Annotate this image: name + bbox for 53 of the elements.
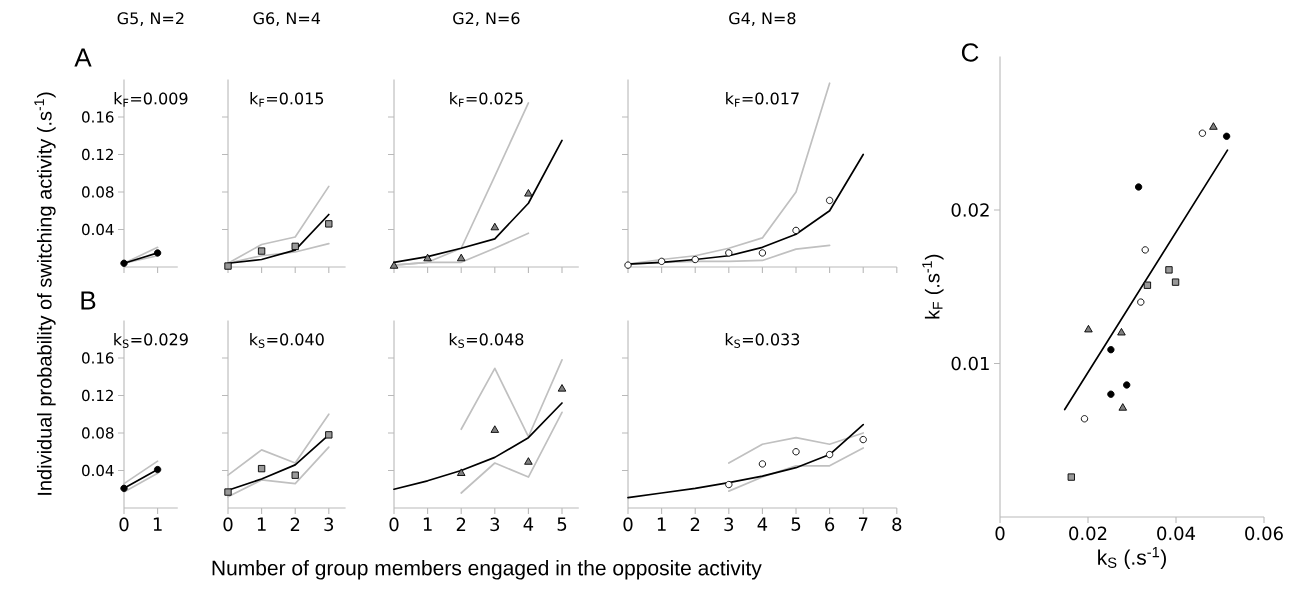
x-axis-title: Number of group members engaged in the opposite activity <box>212 560 762 580</box>
y-tick-label: 0.08 <box>82 427 114 439</box>
x-tick-label: 0.02 <box>1069 526 1107 541</box>
y-tick-label: 0.16 <box>82 111 114 123</box>
x-tick-label: 7 <box>858 517 868 531</box>
x-tick-label: 5 <box>791 517 801 531</box>
x-tick-label: 0 <box>995 526 1005 541</box>
y-tick-label: 0.08 <box>82 186 114 198</box>
y-axis-title: k$_{F}$ (.s$^{-1}$) <box>922 254 944 319</box>
x-tick-label: 1 <box>423 517 432 531</box>
x-tick-label: 0 <box>389 517 399 532</box>
y-tick-label: 0.12 <box>82 148 113 161</box>
x-tick-label: 1 <box>257 517 266 531</box>
annotation: k$_{S}$=0.033 <box>725 333 800 348</box>
x-tick-label: 0 <box>119 517 129 532</box>
text: C <box>961 43 979 62</box>
x-tick-label: 3 <box>324 517 334 532</box>
annotation: k$_{F}$=0.009 <box>114 92 188 107</box>
x-tick-label: 3 <box>490 517 500 532</box>
y-axis-title: Individual probability of switching activity (.s$^{-1}$) <box>34 92 56 495</box>
chart-title: G2, N=6 <box>453 12 520 26</box>
y-tick-label: 0.01 <box>951 356 989 371</box>
x-axis-title: k$_{S}$ (.s$^{-1}$) <box>1098 547 1166 569</box>
annotation: k$_{F}$=0.015 <box>250 92 324 107</box>
x-tick-label: 2 <box>290 517 300 531</box>
y-tick-label: 0.16 <box>82 352 114 364</box>
chart-title: G5, N=2 <box>117 12 184 26</box>
x-tick-label: 0.04 <box>1157 526 1196 541</box>
x-tick-label: 1 <box>657 517 666 531</box>
x-tick-label: 0 <box>623 517 633 532</box>
x-tick-label: 6 <box>825 517 835 532</box>
annotation: k$_{F}$=0.025 <box>450 92 523 107</box>
x-tick-label: 5 <box>557 517 567 531</box>
y-tick-label: 0.04 <box>82 223 114 236</box>
annotation: k$_{S}$=0.040 <box>250 333 324 348</box>
y-tick-label: 0.04 <box>82 464 114 477</box>
x-tick-label: 3 <box>724 517 734 532</box>
x-tick-label: 2 <box>690 517 700 531</box>
x-tick-label: 4 <box>757 517 768 531</box>
x-tick-label: 0 <box>223 517 233 532</box>
x-tick-label: 8 <box>892 517 902 532</box>
annotation: k$_{S}$=0.048 <box>449 333 524 348</box>
annotation: k$_{F}$=0.017 <box>726 92 799 107</box>
chart-title: G4, N=8 <box>729 12 796 26</box>
x-tick-label: 1 <box>153 517 162 531</box>
x-tick-label: 2 <box>456 517 466 531</box>
x-tick-label: 0.06 <box>1245 526 1283 541</box>
y-tick-label: 0.12 <box>82 389 113 402</box>
text: B <box>81 291 96 310</box>
x-tick-label: 4 <box>523 517 534 531</box>
annotation: k$_{S}$=0.029 <box>114 333 188 348</box>
text: A <box>74 48 92 67</box>
chart-title: G6, N=4 <box>253 12 321 26</box>
